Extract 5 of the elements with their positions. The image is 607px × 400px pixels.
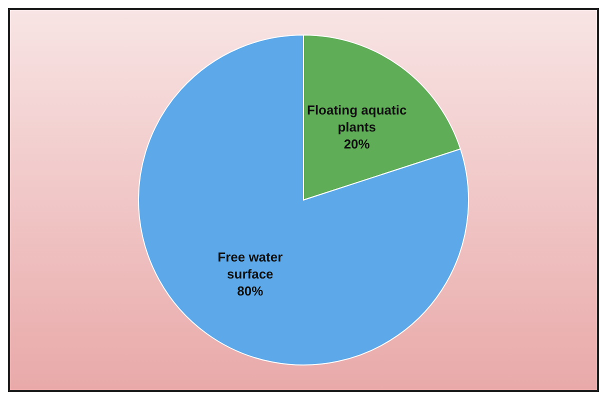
slice-label: Floating aquatic plants: [307, 102, 407, 134]
slice-label: Free water surface: [218, 248, 283, 281]
data-label: 80%: [237, 282, 264, 298]
pie-slice: [138, 34, 469, 366]
data-label: 20%: [344, 136, 370, 152]
